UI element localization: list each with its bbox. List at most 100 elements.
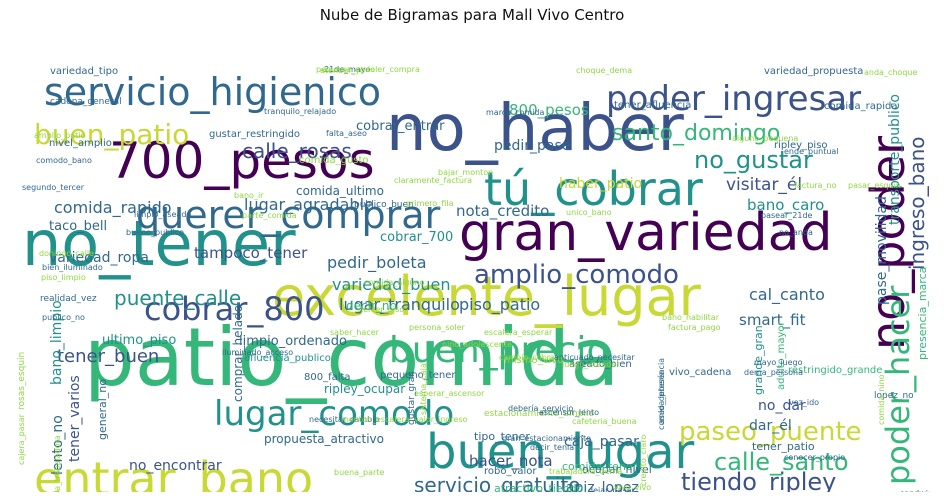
- cloud-word: gran_variedad: [459, 203, 833, 263]
- cloud-word: lopez_no: [874, 391, 914, 401]
- cloud-word: calle_rosas: [242, 139, 352, 163]
- cloud-word: no_dar: [758, 398, 806, 414]
- cloud-word: trabajadora_dema: [549, 467, 622, 476]
- cloud-word: ingreso_bano: [905, 136, 929, 270]
- cloud-word: mayo_juego: [754, 358, 803, 367]
- cloud-word: pedir_pase: [494, 138, 570, 154]
- cloud-word: no_tener: [22, 207, 296, 280]
- cloud-word: dar_él: [749, 418, 792, 434]
- cloud-word: presencia_marca: [916, 267, 929, 360]
- cloud-word: no_poder: [861, 136, 915, 350]
- cloud-word: decir_no: [346, 299, 397, 313]
- cloud-word: pasar_esquin: [848, 181, 901, 190]
- cloud-word: primero_fila: [406, 199, 454, 208]
- cloud-word: propuesta_atractivo: [264, 432, 384, 446]
- cloud-word: buena_parte: [334, 468, 384, 477]
- cloud-word: buen_patio: [34, 118, 189, 151]
- cloud-word: 700_pesos: [109, 132, 375, 190]
- cloud-word: bano_caro: [747, 196, 824, 215]
- cloud-word: soler_compra: [366, 65, 420, 74]
- cloud-word: anda_choque: [864, 68, 917, 77]
- cloud-word: paseo_puente: [679, 417, 862, 447]
- cloud-word: puente_calle: [114, 286, 241, 310]
- cloud-word: entrar_bano: [34, 452, 313, 492]
- cloud-word: tú_cobrar: [484, 162, 703, 216]
- cloud-word: cobrar_800: [144, 290, 324, 328]
- cloud-word: smart_fit: [739, 311, 806, 330]
- cloud-word: marca_comida: [486, 108, 544, 117]
- cloud-word: limpio_ordenado: [239, 334, 347, 349]
- cloud-word: servicio_higienico: [44, 70, 381, 114]
- cloud-word: cobrar_entrar: [356, 119, 445, 134]
- cloud-word: publico_no: [42, 313, 85, 322]
- cloud-word: tener_patio: [752, 440, 815, 453]
- cloud-word: realidad_vez: [40, 294, 97, 304]
- cloud-word: bano_habilitar: [662, 313, 720, 322]
- cloud-word: conocer_propio: [784, 453, 845, 462]
- cloud-word: 800_falta: [304, 372, 351, 383]
- cloud-word: comprar_helado: [231, 305, 245, 402]
- cloud-word: cal_canto: [749, 285, 825, 305]
- cloud-word: pequena_ende: [316, 65, 375, 74]
- cloud-word: grande_gran: [752, 325, 765, 395]
- cloud-word: gustar_gran: [407, 371, 417, 425]
- cloud-word: cobrar_700: [380, 230, 453, 245]
- cloud-word: sistema_caja: [419, 363, 428, 415]
- cloud-word: buen_precio: [389, 330, 608, 371]
- cloud-word: credito_claro: [639, 435, 648, 486]
- cloud-word: santo_domingo: [612, 121, 780, 146]
- cloud-word: patio_comida: [84, 311, 619, 404]
- cloud-word: nivel_amplio: [49, 138, 112, 149]
- cloud-word: vivo_vivo: [614, 483, 651, 492]
- cloud-word: vivo_cadena: [669, 367, 731, 378]
- cloud-word: comida_rapida: [824, 101, 897, 112]
- cloud-word: caja_pasar: [564, 434, 639, 450]
- cloud-word: esperar_ascensor: [414, 389, 485, 398]
- cloud-word: sandwiches_gustar: [900, 489, 930, 492]
- cloud-word: saber_hacer: [330, 328, 380, 337]
- cloud-word: afluencia_publico: [244, 353, 331, 364]
- cloud-word: comida_gusto: [299, 155, 369, 166]
- cloud-word: tener_buen: [57, 346, 159, 367]
- cloud-word: rosas_esquin: [17, 352, 27, 410]
- cloud-word: iluminado_acceso: [222, 348, 293, 357]
- cloud-word: gran_estacionamiento: [502, 434, 591, 443]
- cloud-word: pasear_21de: [761, 211, 813, 220]
- cloud-word: persona_soler: [409, 323, 466, 332]
- cloud-word: lugar_agradable: [244, 195, 374, 215]
- cloud-word: bano_ir: [234, 191, 264, 200]
- cloud-word: cambio_cobrar: [499, 353, 559, 362]
- cloud-word: valor_ingreso: [414, 415, 468, 424]
- cloud-word: restringido_grande: [788, 365, 882, 376]
- cloud-word: alguno_pequena: [732, 134, 798, 143]
- cloud-word: gustar_restringido: [209, 129, 300, 140]
- cloud-title: Nube de Bigramas para Mall Vivo Centro: [319, 6, 625, 24]
- cloud-word: taco_bell: [49, 219, 107, 234]
- cloud-word: comida_nino: [877, 374, 886, 425]
- cloud-word: nino_adolescente: [442, 340, 512, 349]
- cloud-word: aseado_bien: [569, 359, 632, 370]
- cloud-word: publico_buen: [354, 200, 414, 210]
- cloud-word: piso_patio: [459, 295, 540, 315]
- cloud-word: comida_rapido: [54, 198, 172, 218]
- cloud-word: variedad_ropa: [49, 250, 149, 266]
- cloud-word: comodo_bano: [36, 156, 92, 165]
- cloud-word: atractivo_tiendo: [494, 482, 584, 492]
- cloud-word: no_encontrar: [129, 458, 222, 474]
- cloud-word: comida_ultimo: [296, 184, 384, 198]
- cloud-word: cajera_pasar: [17, 413, 26, 465]
- cloud-word: amplio_comodo: [474, 260, 679, 290]
- cloud-word: aseo_debería: [657, 371, 666, 424]
- cloud-word: fila_trabajadora: [53, 435, 62, 492]
- cloud-word: tranquilo_relajado: [264, 107, 336, 116]
- cloud-word: comida_presencia: [657, 358, 666, 430]
- cloud-word: unico_bano: [566, 208, 612, 217]
- cloud-word: hacer_nota: [469, 452, 553, 471]
- cloud-word: bajar_monton: [438, 168, 493, 177]
- cloud-word: 21de_mayo: [324, 65, 371, 74]
- word-cloud-canvas: patio_comida no_haber no_tenerexcelente_lu…: [17, 65, 930, 492]
- cloud-word: tiendo_ripley: [681, 468, 836, 492]
- cloud-word: cadena_general: [50, 97, 122, 107]
- cloud-word: visitar_él: [726, 175, 802, 195]
- cloud-word: pequeno_tener: [380, 370, 456, 381]
